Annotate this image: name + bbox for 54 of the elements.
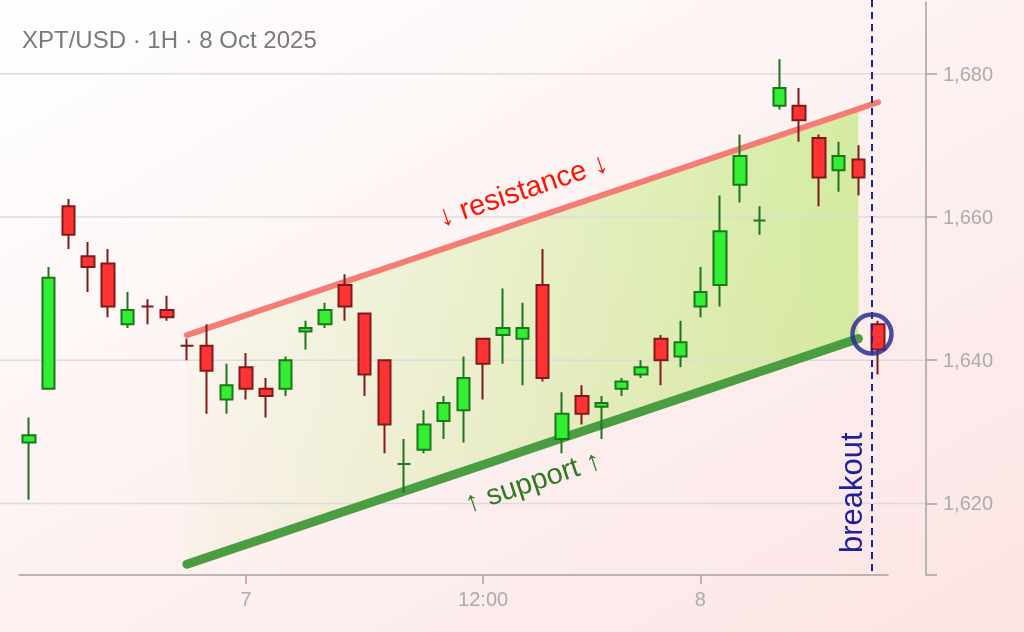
candlestick: [317, 301, 333, 329]
candlestick: [752, 205, 767, 236]
candlestick: [554, 391, 570, 455]
candlestick: [811, 133, 827, 208]
candlestick: [475, 337, 491, 401]
candlestick: [693, 266, 708, 319]
candlestick: [633, 359, 649, 380]
candlestick: [140, 298, 155, 326]
candlestick: [870, 319, 886, 376]
annotation: breakout: [833, 431, 869, 553]
candlestick: [574, 384, 590, 426]
candlestick: [732, 133, 748, 204]
candlestick: [653, 334, 669, 387]
text: XPT/USD · 1H · 8 Oct 2025: [22, 25, 317, 53]
text: ↑ support ↑: [460, 443, 605, 519]
candlestick: [535, 248, 550, 383]
candlestick: [791, 86, 807, 143]
candlestick: [396, 437, 412, 494]
candlestick: [772, 58, 787, 111]
candlestick: [100, 248, 116, 319]
candlestick: [238, 351, 254, 401]
candlestick: [357, 312, 372, 397]
candlestick: [515, 301, 530, 387]
candlestick: [21, 416, 37, 501]
candlestick: [337, 273, 353, 322]
candlestick: [120, 291, 135, 329]
candlestick: [61, 197, 76, 251]
x-tick-label: 7: [240, 588, 252, 610]
x-tick-label: 12:00: [458, 588, 509, 610]
candlestick: [278, 355, 293, 397]
y-tick-label: 1,680: [943, 62, 994, 85]
candlestick: [298, 319, 313, 351]
candlestick: [199, 323, 214, 415]
candlestick: [80, 240, 96, 294]
candlestick: [159, 294, 175, 322]
candlestick: [851, 144, 866, 197]
candlestick: [456, 355, 471, 444]
y-tick-label: 1,620: [943, 492, 994, 515]
candlestick: [436, 394, 451, 440]
candlestick: [219, 362, 234, 415]
candlestick: [712, 194, 728, 308]
candlestick: [614, 377, 629, 397]
y-tick-label: 1,640: [943, 349, 994, 372]
candlestick: [258, 377, 274, 419]
candlestick: [416, 409, 432, 455]
candlestick: [831, 140, 846, 193]
candlestick: [673, 319, 688, 369]
y-tick-label: 1,660: [943, 205, 994, 228]
candlestick: [377, 359, 392, 455]
candlestick: [594, 394, 609, 440]
candlestick: [495, 287, 511, 365]
x-tick-label: 8: [694, 588, 706, 610]
candlestick: [41, 266, 56, 390]
candlestick: [179, 337, 195, 362]
